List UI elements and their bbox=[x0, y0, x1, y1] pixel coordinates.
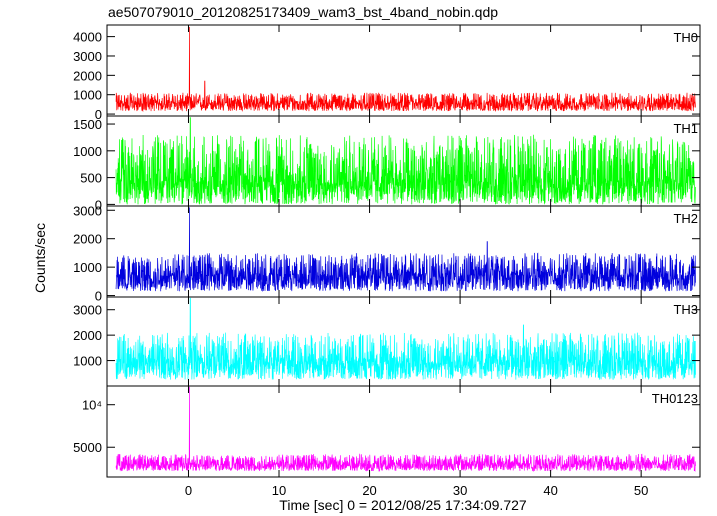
y-tick-label: 10⁴ bbox=[82, 398, 102, 413]
series-line-th1 bbox=[115, 117, 696, 205]
panel-frame bbox=[106, 385, 701, 478]
x-tick-label: 40 bbox=[543, 483, 557, 498]
y-tick-label: 1000 bbox=[73, 144, 102, 159]
x-tick-label: 10 bbox=[272, 483, 286, 498]
y-tick-label: 2000 bbox=[73, 68, 102, 83]
panel-th1: 0 500 1000 1500 TH1 bbox=[73, 115, 701, 212]
x-tick-label: 20 bbox=[362, 483, 376, 498]
panel-th0123: 5000 10⁴ TH0123 bbox=[73, 385, 701, 478]
series-line-th0123 bbox=[115, 386, 696, 473]
panel-th2: 0 1000 2000 3000 TH2 bbox=[73, 203, 701, 304]
x-axis-label: Time [sec] 0 = 2012/08/25 17:34:09.727 bbox=[279, 497, 527, 513]
series-label-th3: TH3 bbox=[673, 302, 698, 317]
panel-th0: 0 1000 2000 3000 4000 TH0 bbox=[73, 24, 701, 122]
x-tick-label: 0 bbox=[185, 483, 192, 498]
y-tick-label: 2000 bbox=[73, 232, 102, 247]
series-label-th0: TH0 bbox=[673, 30, 698, 45]
y-tick-label: 0 bbox=[95, 197, 102, 212]
x-tick-label: 50 bbox=[634, 483, 648, 498]
series-line-th2 bbox=[115, 207, 696, 293]
y-tick-label: 1500 bbox=[73, 117, 102, 132]
y-tick-label: 2000 bbox=[73, 328, 102, 343]
x-tick-label: 30 bbox=[453, 483, 467, 498]
series-label-th0123: TH0123 bbox=[652, 391, 698, 406]
y-tick-label: 500 bbox=[80, 171, 102, 186]
series-label-th1: TH1 bbox=[673, 121, 698, 136]
y-tick-label: 1000 bbox=[73, 260, 102, 275]
y-tick-label: 0 bbox=[95, 289, 102, 304]
chart-title: ae507079010_20120825173409_wam3_bst_4ban… bbox=[108, 4, 499, 20]
y-tick-label: 1000 bbox=[73, 354, 102, 369]
series-label-th2: TH2 bbox=[673, 211, 698, 226]
y-tick-label: 4000 bbox=[73, 30, 102, 45]
y-tick-label: 3000 bbox=[73, 203, 102, 218]
y-tick-label: 0 bbox=[95, 107, 102, 122]
y-tick-label: 3000 bbox=[73, 303, 102, 318]
y-tick-label: 3000 bbox=[73, 49, 102, 64]
y-tick-label: 5000 bbox=[73, 440, 102, 455]
series-line-th3 bbox=[115, 297, 696, 381]
y-tick-label: 1000 bbox=[73, 88, 102, 103]
series-line-th0 bbox=[115, 26, 696, 113]
panel-th3: 1000 2000 3000 TH3 bbox=[73, 296, 701, 387]
